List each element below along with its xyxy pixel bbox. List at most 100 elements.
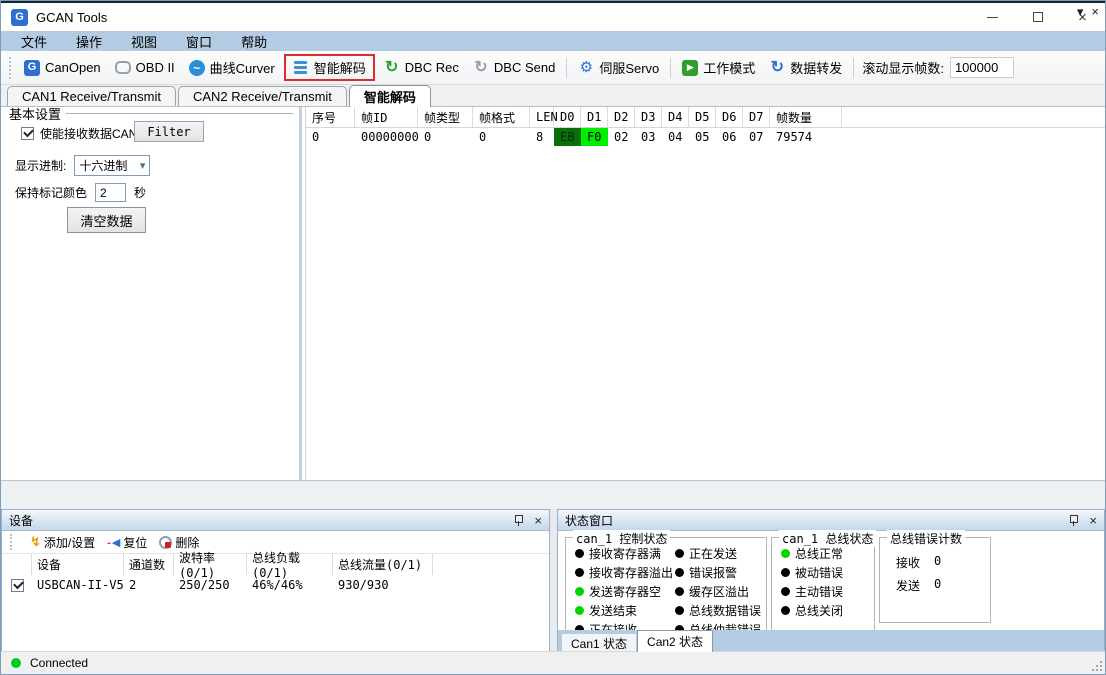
device-panel: 设备 × ↯ 添加/设置 ◀ 复位 删除	[1, 509, 550, 653]
col-d3[interactable]: D3	[635, 107, 662, 127]
col-d0[interactable]: D0	[554, 107, 581, 127]
close-button[interactable]: ×	[1078, 8, 1087, 26]
col-d2[interactable]: D2	[608, 107, 635, 127]
minimize-button[interactable]	[970, 3, 1015, 31]
tab-list-dropdown-icon[interactable]: ▾	[1076, 4, 1084, 19]
data-forward-button[interactable]: ↻ 数据转发	[762, 54, 849, 81]
col-bus-flow[interactable]: 总线流量(0/1)	[333, 554, 433, 575]
work-mode-label: 工作模式	[703, 61, 756, 76]
menu-file[interactable]: 文件	[21, 34, 48, 50]
cell-d1: F0	[581, 128, 608, 146]
tx-error-value: 0	[934, 577, 942, 591]
led-icon	[781, 587, 790, 596]
toolbar-separator	[853, 57, 855, 78]
col-frame-type[interactable]: 帧类型	[418, 107, 473, 127]
tx-error-label: 发送	[896, 579, 921, 593]
keep-mark-row: 保持标记颜色 秒	[15, 183, 146, 202]
connected-status-icon	[11, 658, 21, 668]
menu-operate[interactable]: 操作	[76, 34, 103, 50]
col-device[interactable]: 设备	[32, 554, 124, 575]
display-base-select[interactable]: 十六进制 ▾	[74, 155, 151, 176]
tab-can2-receive-transmit[interactable]: CAN2 Receive/Transmit	[177, 86, 347, 106]
servo-button[interactable]: ⚙ 伺服Servo	[571, 54, 666, 81]
device-toolbar-grip[interactable]	[10, 534, 14, 550]
work-mode-icon: ▶	[682, 59, 699, 76]
led-icon	[781, 606, 790, 615]
panel-close-icon[interactable]: ×	[1089, 512, 1097, 528]
enable-receive-checkbox[interactable]	[21, 127, 34, 140]
tab-strip-icons: ▾ ×	[1077, 5, 1099, 18]
cell-frame-type: 0	[424, 130, 432, 144]
col-len[interactable]: LEN	[530, 107, 558, 127]
panel-close-icon[interactable]: ×	[534, 512, 542, 528]
work-mode-button[interactable]: ▶ 工作模式	[675, 54, 762, 81]
led-rx-register-full: 接收寄存器满	[566, 544, 666, 563]
main-tab-strip: CAN1 Receive/Transmit CAN2 Receive/Trans…	[1, 85, 1105, 107]
basic-settings-label: 基本设置	[9, 107, 62, 122]
pin-icon[interactable]	[1069, 514, 1079, 526]
curve-wave-icon: ~	[188, 59, 205, 76]
col-baud[interactable]: 波特率(0/1)	[174, 551, 247, 580]
frame-count-label: 滚动显示帧数:	[862, 61, 944, 76]
led-icon	[575, 568, 584, 577]
menu-help[interactable]: 帮助	[241, 34, 268, 50]
col-frame-count[interactable]: 帧数量	[770, 107, 842, 127]
col-d5[interactable]: D5	[689, 107, 716, 127]
col-seq[interactable]: 序号	[306, 107, 355, 127]
basic-settings-panel: 基本设置 使能接收数据CAN1 Filter 显示进制: 十六进制 ▾ 保持标记…	[1, 107, 302, 480]
menu-window[interactable]: 窗口	[186, 34, 213, 50]
col-channels[interactable]: 通道数	[124, 554, 174, 575]
add-settings-button[interactable]: ↯ 添加/设置	[30, 534, 95, 551]
cell-device-name: USBCAN-II-V5	[37, 578, 124, 592]
tab-close-icon[interactable]: ×	[1091, 4, 1099, 19]
resize-grip[interactable]	[1092, 661, 1102, 671]
device-checkbox[interactable]	[10, 578, 24, 592]
tab-can1-receive-transmit[interactable]: CAN1 Receive/Transmit	[7, 86, 176, 106]
menu-view[interactable]: 视图	[131, 34, 158, 50]
col-frame-format[interactable]: 帧格式	[473, 107, 530, 127]
bus-error-count-group: 总线错误计数 接收 0 发送 0	[879, 530, 991, 623]
device-table-header: 设备 通道数 波特率(0/1) 总线负载(0/1) 总线流量(0/1)	[2, 551, 549, 580]
led-buffer-overflow: 缓存区溢出	[666, 582, 766, 601]
connected-status-text: Connected	[30, 656, 89, 670]
filter-button[interactable]: Filter	[134, 121, 204, 142]
delete-button[interactable]: 删除	[159, 534, 199, 551]
curve-button[interactable]: ~ 曲线Curver	[182, 54, 282, 81]
col-d6[interactable]: D6	[716, 107, 743, 127]
maximize-button[interactable]	[1015, 3, 1060, 31]
toolbar-grip[interactable]	[9, 56, 13, 79]
col-frame-id[interactable]: 帧ID	[355, 107, 418, 127]
canopen-button[interactable]: G CanOpen	[17, 56, 108, 80]
scroll-frame-count-group: 滚动显示帧数:	[862, 57, 1014, 78]
frame-table-row[interactable]: 0 00000000 0 0 8 EB F0 02 03 04 05 06 07…	[306, 128, 1105, 146]
obd2-button[interactable]: OBD II	[108, 56, 182, 80]
cell-frame-id: 00000000	[361, 130, 419, 144]
tab-can1-status[interactable]: Can1 状态	[561, 633, 638, 652]
col-d4[interactable]: D4	[662, 107, 689, 127]
dbc-send-label: DBC Send	[493, 60, 556, 75]
pin-icon[interactable]	[514, 514, 524, 526]
col-d1[interactable]: D1	[581, 107, 608, 127]
control-status-title: can_1 控制状态	[573, 530, 671, 547]
smart-decode-button[interactable]: 智能解码	[283, 54, 375, 81]
dbc-rec-button[interactable]: ↻ DBC Rec	[377, 56, 466, 80]
cell-len: 8	[536, 130, 544, 144]
horizontal-splitter[interactable]	[1, 480, 1105, 509]
cell-frame-count: 79574	[776, 130, 813, 144]
led-active-error: 主动错误	[772, 582, 874, 601]
clear-data-button[interactable]: 清空数据	[67, 207, 146, 233]
frame-count-input[interactable]	[949, 57, 1014, 78]
cell-channels: 2	[129, 578, 137, 592]
dbc-send-button[interactable]: ↻ DBC Send	[466, 56, 562, 80]
led-icon	[781, 549, 790, 558]
device-table-row[interactable]: USBCAN-II-V5 2 250/250 46%/46% 930/930	[2, 575, 549, 595]
reset-button[interactable]: ◀ 复位	[107, 534, 147, 551]
chevron-down-icon: ▾	[139, 160, 146, 172]
col-d7[interactable]: D7	[743, 107, 770, 127]
tab-can2-status[interactable]: Can2 状态	[637, 630, 714, 652]
maximize-icon	[1032, 12, 1043, 22]
col-bus-load[interactable]: 总线负载(0/1)	[247, 551, 333, 580]
tab-smart-decode[interactable]: 智能解码	[348, 85, 431, 107]
keep-mark-seconds-input[interactable]	[95, 183, 127, 202]
cell-d2: 02	[614, 130, 629, 144]
